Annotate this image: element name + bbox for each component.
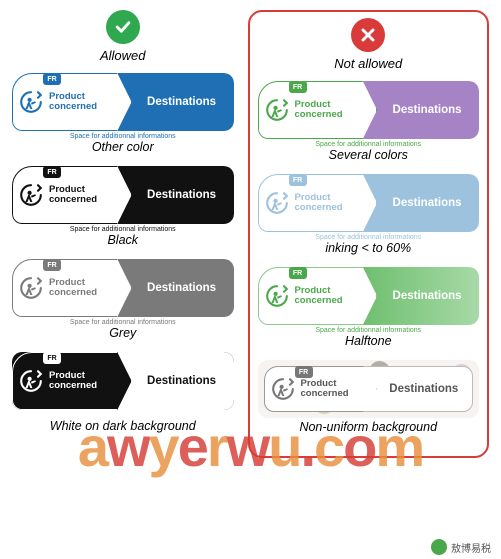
sub-info: Space for additionnal informations xyxy=(12,412,234,419)
footer-text: 敖博易税 xyxy=(451,540,491,555)
allowed-column: Allowed FR Productconcerned Destinations Sp… xyxy=(12,10,234,458)
not-allowed-label: Not allowed xyxy=(334,56,402,71)
destinations-panel: Destinations xyxy=(363,267,479,325)
label-sample: FR Productconcerned Destinations Space for … xyxy=(12,259,234,340)
avatar-icon xyxy=(431,539,447,555)
sub-info: Space for additionnal informations xyxy=(12,319,234,326)
destinations-panel: Destinations xyxy=(118,73,234,131)
check-icon xyxy=(106,10,140,44)
card-left: FR Productconcerned xyxy=(12,166,132,224)
sample-caption: Halftone xyxy=(258,334,480,348)
sub-info: Space for additionnal informations xyxy=(12,226,234,233)
label-card: FR Productconcerned Destinations xyxy=(12,166,234,224)
fr-badge: FR xyxy=(43,259,61,271)
eco-icon xyxy=(17,274,45,302)
fr-badge: FR xyxy=(289,81,307,93)
card-left: FR Productconcerned xyxy=(258,267,378,325)
fr-badge: FR xyxy=(295,366,313,378)
fr-badge: FR xyxy=(43,166,61,178)
eco-icon xyxy=(17,88,45,116)
product-text: Productconcerned xyxy=(295,286,343,307)
label-card: FR Productconcerned Destinations xyxy=(12,352,234,410)
label-card: FR Productconcerned Destinations xyxy=(258,81,480,139)
sample-caption: Several colors xyxy=(258,148,480,162)
eco-icon xyxy=(263,189,291,217)
label-card: FR Productconcerned Destinations xyxy=(12,73,234,131)
label-card: FR Productconcerned Destinations xyxy=(258,174,480,232)
sample-caption: Grey xyxy=(12,326,234,340)
card-left: FR Productconcerned xyxy=(258,81,378,139)
sub-info: Space for additionnal informations xyxy=(258,327,480,334)
fr-badge: FR xyxy=(289,174,307,186)
sample-caption: Other color xyxy=(12,140,234,154)
eco-icon xyxy=(269,375,297,403)
label-sample: FR Productconcerned Destinations Space for … xyxy=(258,81,480,162)
sample-caption: Non-uniform background xyxy=(258,420,480,434)
label-card: FRProductconcernedDestinations xyxy=(258,360,480,418)
label-sample: FR Productconcerned Destinations Space for … xyxy=(12,73,234,154)
sub-info: Space for additionnal informations xyxy=(12,133,234,140)
destinations-panel: Destinations xyxy=(118,259,234,317)
destinations-panel: Destinations xyxy=(363,81,479,139)
destinations-panel: Destinations xyxy=(363,366,473,412)
card-left: FRProductconcerned xyxy=(264,366,377,412)
card-left: FR Productconcerned xyxy=(12,352,132,410)
destinations-panel: Destinations xyxy=(118,166,234,224)
fr-badge: FR xyxy=(43,352,61,364)
label-card: FR Productconcerned Destinations xyxy=(258,267,480,325)
not-allowed-samples: FRProductconcernedDestinationsSpace for … xyxy=(258,81,480,446)
card-left: FR Productconcerned xyxy=(258,174,378,232)
fr-badge: FR xyxy=(43,73,61,85)
label-sample: FR Productconcerned Destinations Space for … xyxy=(12,352,234,433)
product-text: Productconcerned xyxy=(49,185,97,206)
card-left: FR Productconcerned xyxy=(12,259,132,317)
allowed-label: Allowed xyxy=(100,48,146,63)
not-allowed-column: Not allowed FRProductconcernedDestinatio… xyxy=(248,10,490,458)
label-sample: FR Productconcerned Destinations Space for … xyxy=(12,166,234,247)
eco-icon xyxy=(263,96,291,124)
label-sample: FR Productconcerned Destinations Space for … xyxy=(258,267,480,348)
eco-icon xyxy=(17,181,45,209)
product-text: Productconcerned xyxy=(295,100,343,121)
cross-icon xyxy=(351,18,385,52)
product-text: Productconcerned xyxy=(49,92,97,113)
label-card: FR Productconcerned Destinations xyxy=(12,259,234,317)
label-sample: FR Productconcerned Destinations Space for … xyxy=(258,174,480,255)
eco-icon xyxy=(17,367,45,395)
sub-info: Space for additionnal informations xyxy=(258,234,480,241)
product-text: Productconcerned xyxy=(49,371,97,392)
sub-info: Space for additionnal informations xyxy=(258,141,480,148)
allowed-samples: FR Productconcerned Destinations Space for … xyxy=(12,73,234,445)
destinations-panel: Destinations xyxy=(118,352,234,410)
eco-icon xyxy=(263,282,291,310)
product-text: Productconcerned xyxy=(295,193,343,214)
label-sample: FRProductconcernedDestinationsNon-unifor… xyxy=(258,360,480,434)
footer-credit: 敖博易税 xyxy=(431,539,491,555)
destinations-panel: Destinations xyxy=(363,174,479,232)
sample-caption: Black xyxy=(12,233,234,247)
product-text: Productconcerned xyxy=(301,379,349,400)
sample-caption: White on dark background xyxy=(12,419,234,433)
card-left: FR Productconcerned xyxy=(12,73,132,131)
product-text: Productconcerned xyxy=(49,278,97,299)
sample-caption: inking < to 60% xyxy=(258,241,480,255)
fr-badge: FR xyxy=(289,267,307,279)
